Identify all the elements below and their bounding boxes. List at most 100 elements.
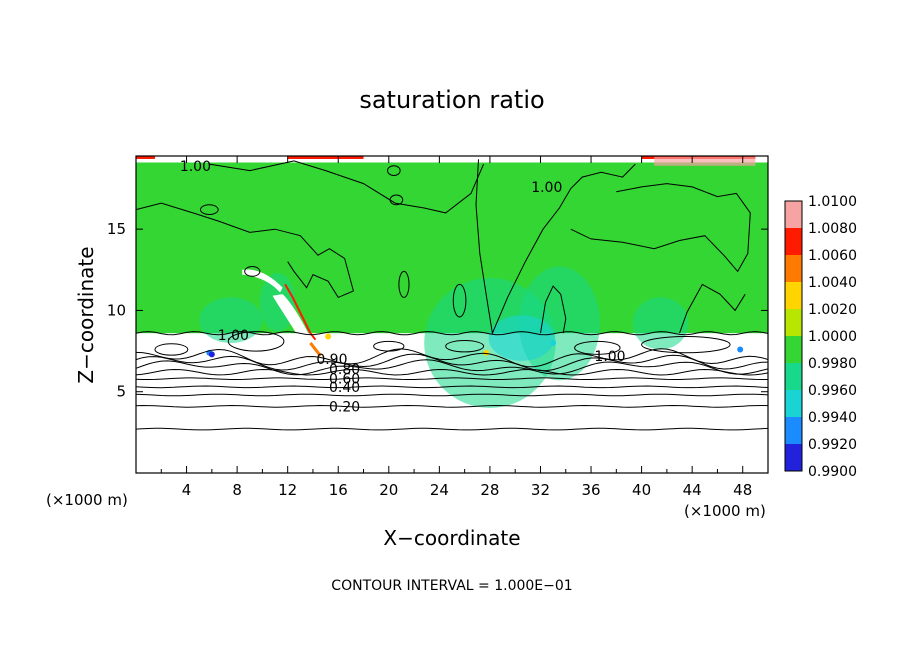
contour-line-level-0.6 bbox=[135, 377, 768, 380]
colorbar-tick-label: 1.0080 bbox=[808, 221, 857, 237]
x-tick-label: 8 bbox=[232, 481, 242, 499]
colorbar-swatch bbox=[785, 444, 802, 471]
field-subsaturated-patch bbox=[488, 315, 555, 361]
contour-line-level-0.7 bbox=[135, 368, 769, 376]
x-tick-label: 16 bbox=[329, 481, 348, 499]
field-subsaturated-patch bbox=[632, 297, 689, 350]
colorbar-tick-label: 1.0040 bbox=[808, 275, 857, 291]
field-supersaturated-edge bbox=[284, 283, 317, 341]
contour-label: 0.20 bbox=[329, 399, 360, 415]
contour-loop bbox=[452, 283, 467, 318]
contour-line-upper bbox=[540, 285, 567, 334]
y-tick-label: 10 bbox=[107, 301, 126, 319]
contour-loop bbox=[373, 340, 405, 352]
colorbar-tick-label: 0.9900 bbox=[808, 464, 857, 480]
x-tick-label: 44 bbox=[683, 481, 702, 499]
x-unit-label-left: (×1000 m) bbox=[46, 491, 128, 509]
field-speck bbox=[737, 346, 744, 353]
colorbar-tick-label: 1.0100 bbox=[808, 194, 857, 210]
x-tick-label: 48 bbox=[733, 481, 752, 499]
colorbar-tick-label: 0.9920 bbox=[808, 437, 857, 453]
contour-loop bbox=[154, 343, 189, 356]
contour-line-upper bbox=[209, 160, 485, 214]
contour-loop bbox=[244, 266, 261, 277]
field-speck bbox=[208, 351, 215, 358]
contour-line-upper bbox=[475, 159, 636, 335]
colorbar-swatch bbox=[785, 417, 802, 444]
colorbar-swatch bbox=[785, 255, 802, 282]
x-tick-label: 20 bbox=[379, 481, 398, 499]
colorbar: 1.0100 1.0080 1.0060 1.0040 1.0020 1.0000 0.99… bbox=[784, 194, 857, 480]
field-dry-tongue bbox=[272, 294, 319, 353]
x-axis-label: X−coordinate bbox=[383, 526, 521, 550]
contour-loop bbox=[389, 194, 404, 206]
y-tick-label: 5 bbox=[116, 383, 126, 401]
contour-loop bbox=[227, 331, 285, 352]
contour-loop bbox=[574, 340, 621, 355]
y-tick-label: 15 bbox=[107, 220, 126, 238]
field-top-hot-band bbox=[136, 156, 155, 159]
colorbar-swatch bbox=[785, 282, 802, 309]
contour-labels: 1.00 1.00 1.00 1.00 0.900.800.600.40 0.20 bbox=[180, 159, 626, 416]
colorbar-swatch bbox=[785, 390, 802, 417]
field-dry-tongue bbox=[242, 269, 283, 293]
field-speck bbox=[483, 349, 490, 356]
field-top-strip bbox=[136, 156, 768, 163]
field-top-hot-band bbox=[654, 156, 756, 166]
x-tick-label: 32 bbox=[531, 481, 550, 499]
contour-label: 1.00 bbox=[180, 159, 211, 175]
colorbar-swatch bbox=[785, 336, 802, 363]
contour-loop bbox=[387, 165, 401, 177]
contour-label: 1.00 bbox=[594, 349, 625, 365]
x-tick-label: 36 bbox=[581, 481, 600, 499]
field-supersaturated-edge bbox=[309, 342, 322, 357]
colorbar-frame bbox=[784, 200, 803, 472]
contour-label: 0.80 bbox=[329, 362, 360, 378]
contour-line-upper bbox=[135, 202, 354, 299]
contour-label: 0.40 bbox=[329, 380, 360, 396]
contour-line-level-0.5 bbox=[135, 385, 769, 389]
chart-title: saturation ratio bbox=[359, 86, 545, 114]
colorbar-swatch bbox=[785, 228, 802, 255]
contour-line-level-1 bbox=[135, 348, 769, 368]
colorbar-tick-label: 0.9980 bbox=[808, 356, 857, 372]
x-tick-label: 40 bbox=[632, 481, 651, 499]
x-unit-label-right: (×1000 m) bbox=[684, 502, 766, 520]
contour-line-level-0.2 bbox=[135, 427, 769, 431]
field-speck bbox=[325, 333, 332, 340]
contour-loop bbox=[199, 204, 219, 216]
colorbar-tick-label: 0.9940 bbox=[808, 410, 857, 426]
contour-line-upper bbox=[679, 283, 746, 334]
contour-line-level-0.8 bbox=[135, 359, 769, 376]
contour-interval-note: CONTOUR INTERVAL = 1.000E−01 bbox=[331, 578, 573, 594]
contour-label: 1.00 bbox=[218, 328, 249, 344]
contour-loop bbox=[445, 340, 485, 353]
contour-line-upper bbox=[570, 183, 751, 273]
contour-label: 0.60 bbox=[329, 372, 360, 388]
colorbar-swatch bbox=[785, 363, 802, 390]
colorbar-tick-label: 0.9960 bbox=[808, 383, 857, 399]
contour-lines bbox=[135, 159, 769, 431]
x-tick-label: 28 bbox=[480, 481, 499, 499]
colorbar-tick-label: 1.0020 bbox=[808, 302, 857, 318]
colorbar-swatch bbox=[785, 201, 802, 228]
colorbar-swatch bbox=[785, 309, 802, 336]
colorbar-tick-label: 1.0060 bbox=[808, 248, 857, 264]
contour-line-level-0.9 bbox=[135, 353, 769, 372]
colorbar-tick-label: 1.0000 bbox=[808, 329, 857, 345]
x-tick-label: 12 bbox=[278, 481, 297, 499]
contour-line-level-0.4 bbox=[135, 393, 769, 397]
x-tick-label: 4 bbox=[182, 481, 192, 499]
field-speck bbox=[550, 339, 557, 346]
contour-label: 0.90 bbox=[316, 352, 347, 368]
x-tick-label: 24 bbox=[430, 481, 449, 499]
plot-frame bbox=[135, 155, 769, 474]
field-top-hot-band bbox=[287, 156, 364, 159]
contour-label: 1.00 bbox=[531, 180, 562, 196]
contour-loop bbox=[641, 335, 731, 354]
y-axis-label: Z−coordinate bbox=[74, 246, 98, 384]
contour-line-level-0.3 bbox=[135, 404, 769, 408]
